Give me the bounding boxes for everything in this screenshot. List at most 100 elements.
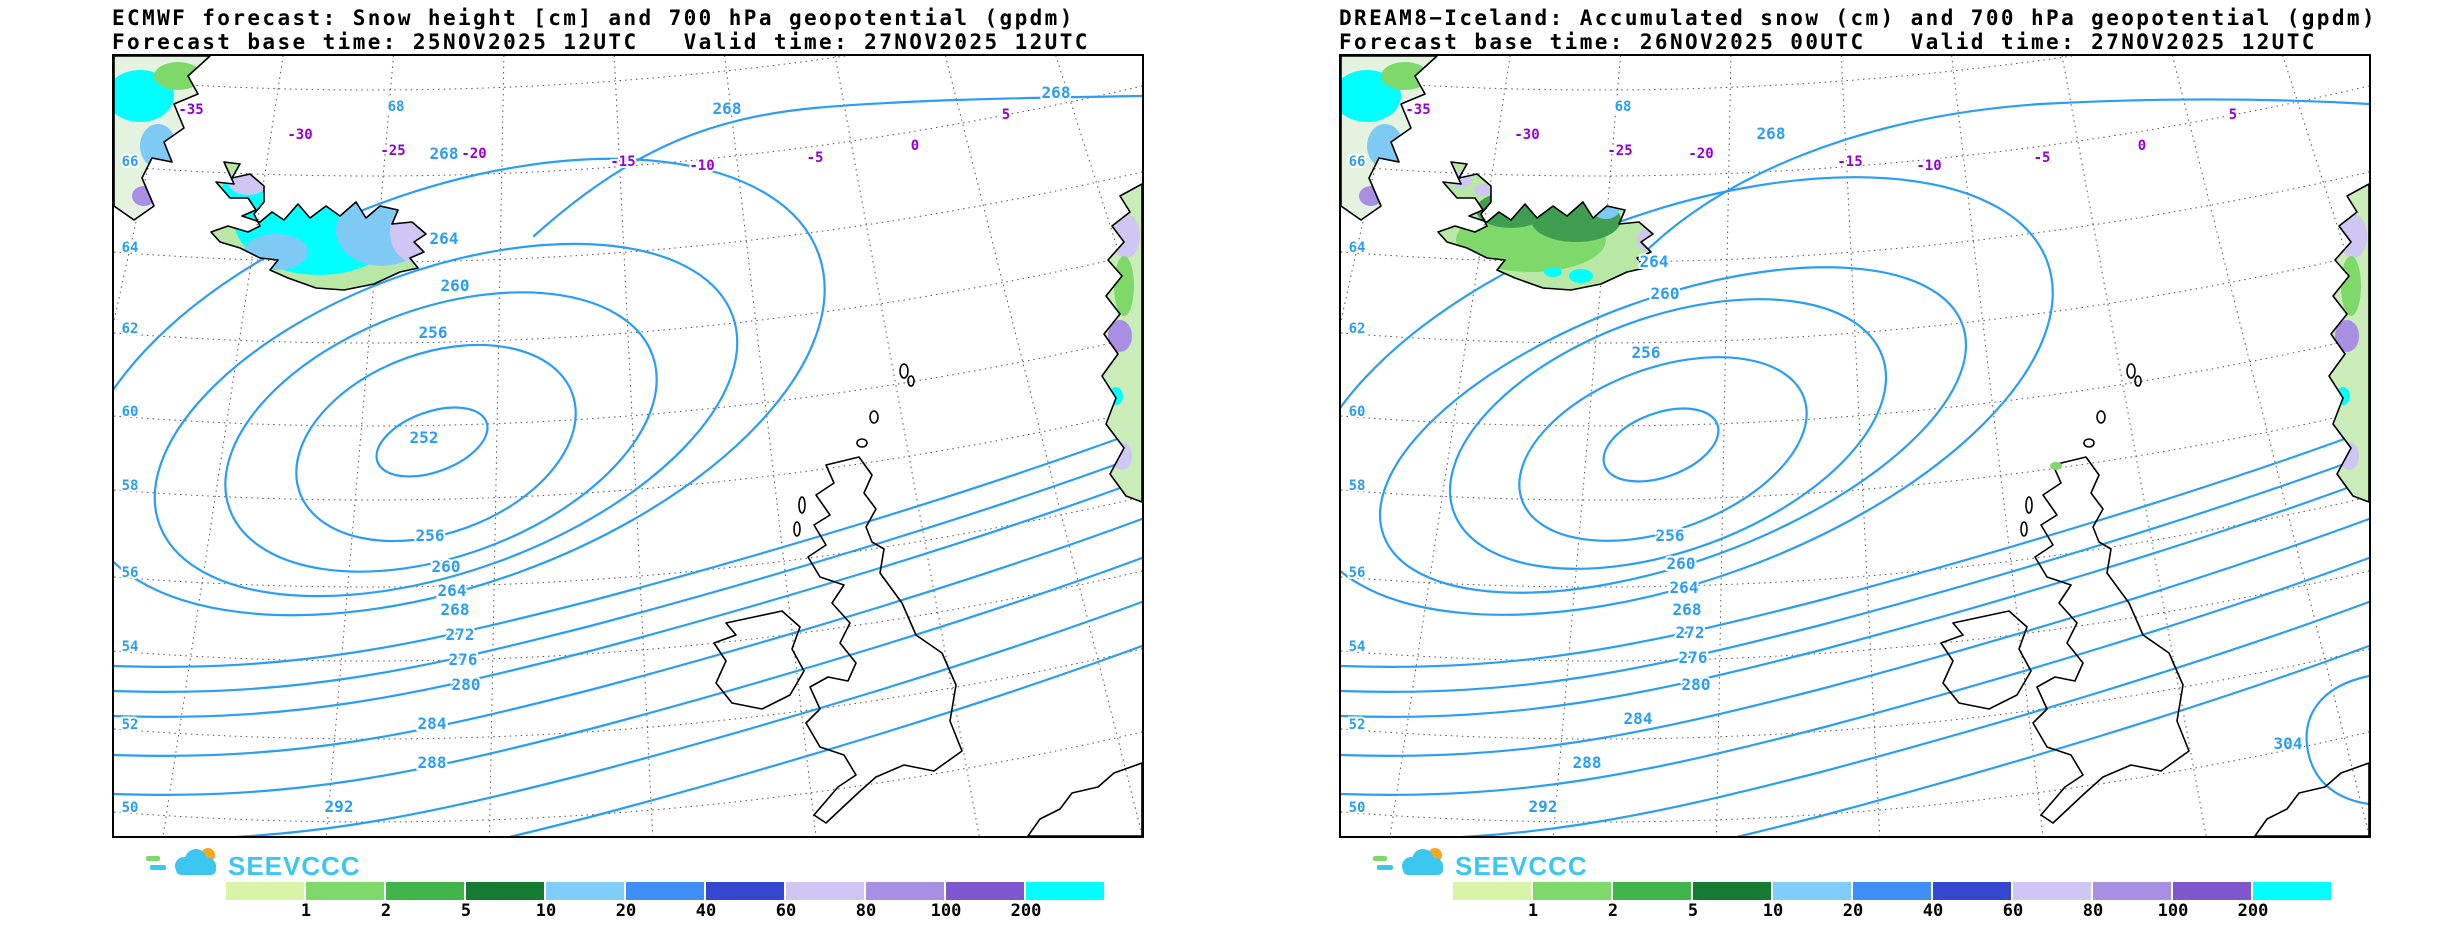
logo-dash-green-icon bbox=[1373, 856, 1387, 861]
great-britain-coast bbox=[2032, 456, 2190, 824]
longitude-label: -35 bbox=[1405, 102, 1430, 118]
latitude-label: 50 bbox=[122, 800, 139, 816]
coastlines bbox=[1940, 363, 2369, 836]
longitude-label: -20 bbox=[461, 146, 486, 162]
colorbar-segment bbox=[786, 882, 864, 900]
contour-label: 256 bbox=[416, 526, 445, 545]
logo-text: SEEVCCC bbox=[228, 851, 361, 880]
panel-titles: ECMWF forecast: Snow height [cm] and 700… bbox=[112, 6, 1177, 54]
longitude-label: 5 bbox=[1002, 107, 1010, 123]
colorbar-segment bbox=[2253, 882, 2331, 900]
graticule bbox=[1341, 56, 2369, 836]
geopotential-contours bbox=[1341, 98, 2369, 836]
colorbar-label: 5 bbox=[460, 901, 472, 921]
contour-label: 260 bbox=[1651, 284, 1680, 303]
contour-label: 256 bbox=[419, 323, 448, 342]
longitude-label: -15 bbox=[1837, 154, 1862, 170]
colorbar-label: 20 bbox=[615, 901, 637, 921]
contour-label: 268 bbox=[1042, 83, 1071, 102]
latitude-label: 64 bbox=[1349, 240, 1366, 256]
norway-snow-shading bbox=[2335, 214, 2367, 470]
weather-map-dream8: 268 264 260 256 256 260 264 268 272 276 280 284 288 2… bbox=[1341, 56, 2369, 836]
longitude-label: -5 bbox=[807, 150, 824, 166]
longitude-label: 5 bbox=[2229, 107, 2237, 123]
weather-map-ecmwf: 2682682682642602562522562602642682722762… bbox=[114, 56, 1142, 836]
colorbar-row bbox=[1453, 882, 2333, 900]
panel-dream8: DREAM8−Iceland: Accumulated snow (cm) an… bbox=[1227, 0, 2454, 925]
ireland-coast bbox=[1940, 610, 2032, 710]
latitude-label: 50 bbox=[1349, 800, 1366, 816]
latitude-label: 54 bbox=[122, 639, 139, 655]
logo-text: SEEVCCC bbox=[1455, 851, 1588, 880]
colorbar-segment bbox=[546, 882, 624, 900]
contour-label: 268 bbox=[441, 600, 470, 619]
contour-label: 268 bbox=[1757, 124, 1786, 143]
colorbar-segment bbox=[866, 882, 944, 900]
colorbar-segment bbox=[1613, 882, 1691, 900]
latitude-label: 56 bbox=[1349, 565, 1366, 581]
longitude-label: -25 bbox=[380, 143, 405, 159]
great-britain-coast bbox=[805, 456, 963, 824]
contour-label: 284 bbox=[1624, 709, 1653, 728]
latitude-label: 68 bbox=[1615, 99, 1632, 115]
contour-label: 284 bbox=[418, 714, 447, 733]
contour-label: 276 bbox=[449, 650, 478, 669]
colorbar-label: 80 bbox=[855, 901, 877, 921]
longitude-label: -10 bbox=[689, 158, 714, 174]
france-coast bbox=[1027, 762, 1142, 836]
longitude-label: -30 bbox=[1514, 127, 1539, 143]
colorbar-label: 40 bbox=[695, 901, 717, 921]
colorbar-row bbox=[226, 882, 1106, 900]
latitude-label: 62 bbox=[1349, 321, 1366, 337]
geopotential-contours bbox=[114, 94, 1142, 836]
colorbar-label: 200 bbox=[1010, 901, 1042, 921]
longitude-label: -10 bbox=[1916, 158, 1941, 174]
contour-label: 268 bbox=[713, 99, 742, 118]
france-coast bbox=[2254, 762, 2369, 836]
graticule bbox=[114, 56, 1142, 836]
contour-label: 272 bbox=[1676, 623, 1705, 642]
latitude-label: 52 bbox=[122, 717, 139, 733]
colorbar-labels: 1 2 5 10 20 40 60 80 100 200 bbox=[1453, 900, 2333, 921]
snow-spot bbox=[2050, 462, 2062, 470]
norway bbox=[1101, 183, 1142, 503]
longitude-label: -20 bbox=[1688, 146, 1713, 162]
contour-label: 264 bbox=[1640, 252, 1669, 271]
colorbar-label: 40 bbox=[1922, 901, 1944, 921]
colorbar-segment bbox=[2173, 882, 2251, 900]
contour-label: 304 bbox=[2274, 734, 2303, 753]
colorbar-label: 10 bbox=[535, 901, 557, 921]
coastlines bbox=[713, 363, 1142, 836]
colorbar-labels: 1 2 5 10 20 40 60 80 100 200 bbox=[226, 900, 1106, 921]
longitude-label: -35 bbox=[178, 102, 203, 118]
snow-colorbar: 1 2 5 10 20 40 60 80 100 200 bbox=[226, 882, 1106, 921]
latitude-label: 54 bbox=[1349, 639, 1366, 655]
iceland bbox=[1437, 161, 1654, 291]
colorbar-label: 1 bbox=[300, 901, 312, 921]
contour-label: 292 bbox=[325, 797, 354, 816]
contour-label: 264 bbox=[438, 581, 467, 600]
contour-label: 256 bbox=[1656, 526, 1685, 545]
panel-titles: DREAM8−Iceland: Accumulated snow (cm) an… bbox=[1339, 6, 2404, 54]
longitude-label: -15 bbox=[610, 154, 635, 170]
colorbar-label: 100 bbox=[2157, 901, 2189, 921]
colorbar-label: 200 bbox=[2237, 901, 2269, 921]
latitude-label: 64 bbox=[122, 240, 139, 256]
panel-subtitle: Forecast base time: 25NOV2025 12UTC Vali… bbox=[112, 30, 1090, 54]
colorbar-label: 100 bbox=[930, 901, 962, 921]
latitude-label: 52 bbox=[1349, 717, 1366, 733]
colorbar-label: 20 bbox=[1842, 901, 1864, 921]
panel-ecmwf: ECMWF forecast: Snow height [cm] and 700… bbox=[112, 6, 1177, 921]
contour-label: 280 bbox=[1682, 675, 1711, 694]
colorbar-segment bbox=[1693, 882, 1771, 900]
colorbar-label: 80 bbox=[2082, 901, 2104, 921]
snow-colorbar: 1 2 5 10 20 40 60 80 100 200 bbox=[1453, 882, 2333, 921]
colorbar-segment bbox=[1453, 882, 1531, 900]
panel-title: ECMWF forecast: Snow height [cm] and 700… bbox=[112, 6, 1075, 30]
contour-label: 268 bbox=[430, 144, 459, 163]
colorbar-segment bbox=[1533, 882, 1611, 900]
latitude-label: 68 bbox=[388, 99, 405, 115]
latitude-label: 56 bbox=[122, 565, 139, 581]
contour-label: 260 bbox=[432, 557, 461, 576]
longitude-label: -30 bbox=[287, 127, 312, 143]
